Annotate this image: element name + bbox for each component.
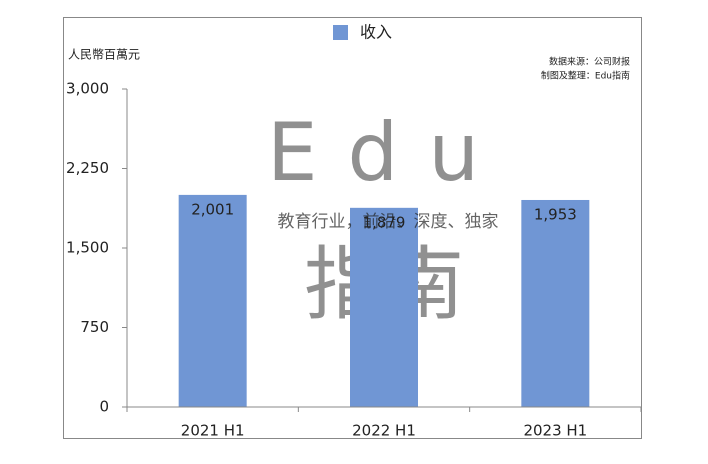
bar bbox=[350, 207, 418, 407]
legend-label: 收入 bbox=[360, 23, 392, 42]
y-tick-label: 1,500 bbox=[66, 239, 109, 257]
x-tick-label: 2023 H1 bbox=[523, 422, 587, 440]
legend-swatch bbox=[333, 25, 348, 40]
source-note: 制图及整理：Edu指南 bbox=[541, 70, 630, 82]
data-label: 2,001 bbox=[191, 200, 234, 218]
bar bbox=[178, 194, 247, 407]
y-tick-label: 750 bbox=[80, 318, 109, 336]
source-note: 数据来源：公司财报 bbox=[549, 56, 630, 68]
data-label: 1,953 bbox=[534, 205, 577, 223]
y-tick-label: 2,250 bbox=[66, 159, 109, 177]
y-axis-label: 人民幣百萬元 bbox=[68, 48, 140, 62]
bar bbox=[521, 199, 590, 407]
watermark: 教育行业，前沿、深度、独家 bbox=[278, 212, 499, 232]
y-tick-label: 0 bbox=[99, 398, 109, 416]
x-tick-label: 2021 H1 bbox=[181, 422, 245, 440]
watermark: Edu bbox=[267, 106, 509, 199]
x-tick-label: 2022 H1 bbox=[352, 422, 416, 440]
data-label: 1,879 bbox=[363, 213, 406, 231]
y-tick-label: 3,000 bbox=[66, 80, 109, 98]
